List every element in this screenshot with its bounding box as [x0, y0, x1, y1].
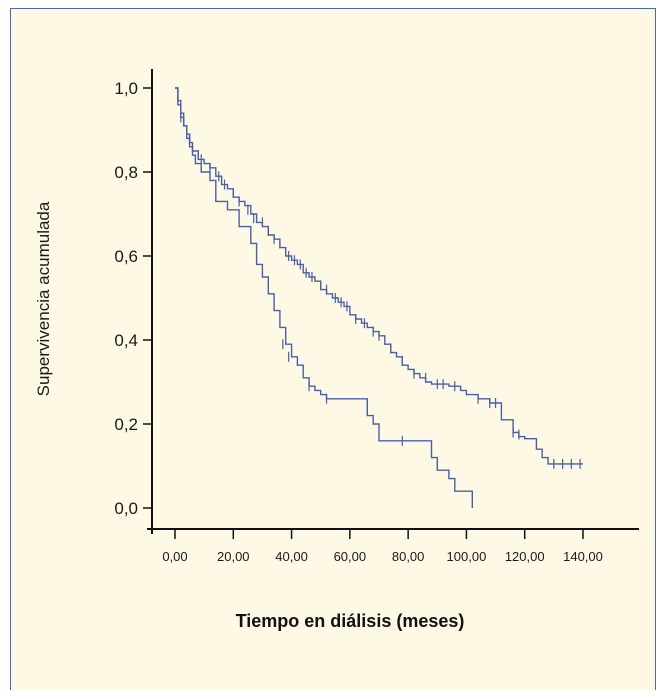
- survival-curve-2: [175, 87, 473, 508]
- x-tick-label: 100,00: [447, 549, 487, 564]
- kaplan-meier-chart: 0,0 0,2 0,4 0,6 0,8 1,0 0,00 20,00 40,00 60,00 80,…: [34, 69, 639, 631]
- y-tick-label: 0,8: [114, 163, 138, 182]
- x-tick-label: 40,00: [275, 549, 308, 564]
- y-tick-label: 0,0: [114, 499, 138, 518]
- y-axis-title: Supervivencia acumulada: [34, 201, 53, 396]
- y-tick-label: 1,0: [114, 79, 138, 98]
- y-tick-label: 0,6: [114, 247, 138, 266]
- x-tick-label: 0,00: [162, 549, 187, 564]
- x-tick-label: 120,00: [505, 549, 545, 564]
- x-tick-label: 80,00: [392, 549, 425, 564]
- y-tick-label: 0,4: [114, 331, 138, 350]
- x-axis-title: Tiempo en diálisis (meses): [236, 611, 465, 631]
- x-tick-label: 20,00: [217, 549, 250, 564]
- plot-area: [175, 87, 583, 508]
- y-tick-label: 0,2: [114, 415, 138, 434]
- survival-curve-1: [175, 87, 583, 465]
- axes: 0,0 0,2 0,4 0,6 0,8 1,0 0,00 20,00 40,00 60,00 80,…: [114, 69, 639, 564]
- x-tick-label: 140,00: [563, 549, 603, 564]
- x-tick-label: 60,00: [334, 549, 367, 564]
- figure-panel: 0,0 0,2 0,4 0,6 0,8 1,0 0,00 20,00 40,00 60,00 80,…: [10, 8, 656, 690]
